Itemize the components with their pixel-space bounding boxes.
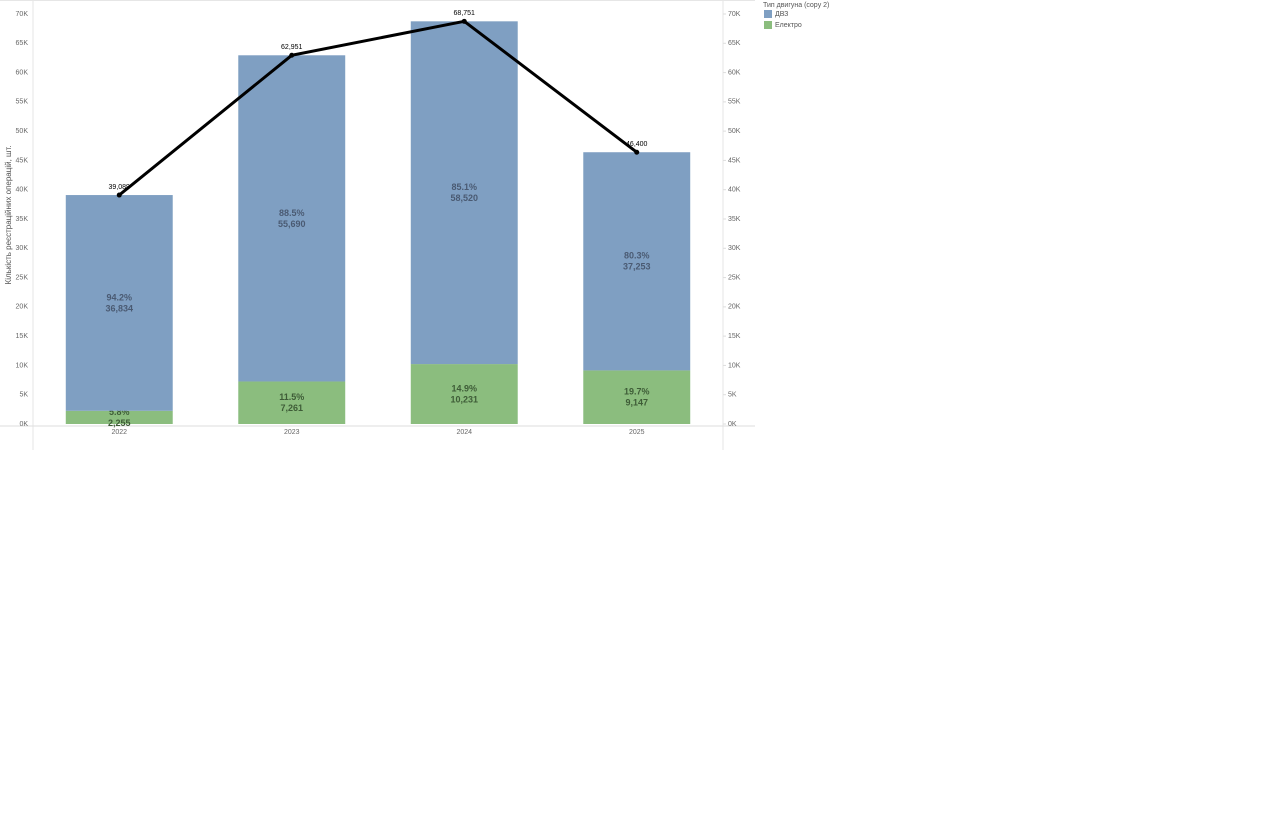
percent-label: 80.3% [624, 251, 650, 261]
total-point [289, 52, 295, 58]
y-tick-label: 45K [16, 157, 29, 164]
y2-tick-label: 20K [728, 304, 741, 311]
y2-tick-label: 15K [728, 333, 741, 340]
bar-segment [583, 152, 691, 371]
total-point [634, 149, 640, 155]
value-label: 9,147 [625, 398, 648, 408]
y-tick-label: 55K [16, 99, 29, 106]
total-label: 39,089 [109, 184, 131, 191]
y2-tick-label: 5K [728, 392, 737, 399]
value-label: 10,231 [450, 394, 478, 404]
legend-label: ДВЗ [775, 11, 788, 18]
legend-label: Електро [775, 22, 802, 29]
value-label: 55,690 [278, 219, 306, 229]
y-axis-title: Кількість реєстраційних операцій, шт. [4, 146, 13, 285]
percent-label: 85.1% [451, 182, 477, 192]
bar-segment [410, 21, 518, 365]
x-tick-label: 2022 [111, 429, 127, 436]
y2-tick-label: 45K [728, 157, 741, 164]
y-tick-label: 20K [16, 304, 29, 311]
value-label: 36,834 [105, 303, 133, 313]
y2-tick-label: 35K [728, 216, 741, 223]
y-tick-label: 70K [16, 11, 29, 18]
legend-swatch [764, 21, 772, 29]
x-tick-label: 2023 [284, 429, 300, 436]
percent-label: 14.9% [451, 383, 477, 393]
y-tick-label: 40K [16, 187, 29, 194]
total-line [118, 19, 638, 197]
total-point [116, 192, 122, 198]
y2-tick-label: 70K [728, 11, 741, 18]
x-tick-label: 2024 [456, 429, 472, 436]
x-tick-label: 2025 [629, 429, 645, 436]
y-tick-label: 60K [16, 69, 29, 76]
y-tick-label: 35K [16, 216, 29, 223]
y2-tick-label: 55K [728, 99, 741, 106]
y-tick-label: 0K [19, 421, 28, 428]
y2-tick-label: 50K [728, 128, 741, 135]
y-tick-label: 10K [16, 362, 29, 369]
value-label: 58,520 [450, 193, 478, 203]
bar-segment [238, 381, 346, 424]
total-label: 46,400 [626, 141, 648, 148]
value-label: 7,261 [280, 403, 303, 413]
y-tick-label: 15K [16, 333, 29, 340]
percent-label: 19.7% [624, 387, 650, 397]
y2-tick-label: 60K [728, 69, 741, 76]
y2-tick-label: 0K [728, 421, 737, 428]
bar-segment [65, 410, 173, 424]
y2-tick-label: 30K [728, 245, 741, 252]
total-label: 68,751 [454, 10, 476, 17]
legend-swatch [764, 10, 772, 18]
percent-label: 5.8% [109, 407, 130, 417]
y-tick-label: 5K [19, 392, 28, 399]
y2-tick-label: 10K [728, 362, 741, 369]
y-tick-label: 25K [16, 274, 29, 281]
legend-title: Тип двигуна (copy 2) [763, 2, 829, 9]
percent-label: 88.5% [279, 208, 305, 218]
y2-tick-label: 25K [728, 274, 741, 281]
bar-segment [65, 195, 173, 411]
bar-segment [410, 364, 518, 424]
y-tick-label: 65K [16, 40, 29, 47]
total-label: 62,951 [281, 44, 303, 51]
y-tick-label: 30K [16, 245, 29, 252]
y2-tick-label: 65K [728, 40, 741, 47]
bar-segment [583, 370, 691, 424]
total-point [461, 18, 467, 24]
value-label: 2,255 [108, 418, 131, 428]
bar-segment [238, 55, 346, 382]
y-tick-label: 50K [16, 128, 29, 135]
value-label: 37,253 [623, 262, 651, 272]
y2-tick-label: 40K [728, 187, 741, 194]
percent-label: 11.5% [279, 392, 304, 402]
percent-label: 94.2% [106, 292, 132, 302]
